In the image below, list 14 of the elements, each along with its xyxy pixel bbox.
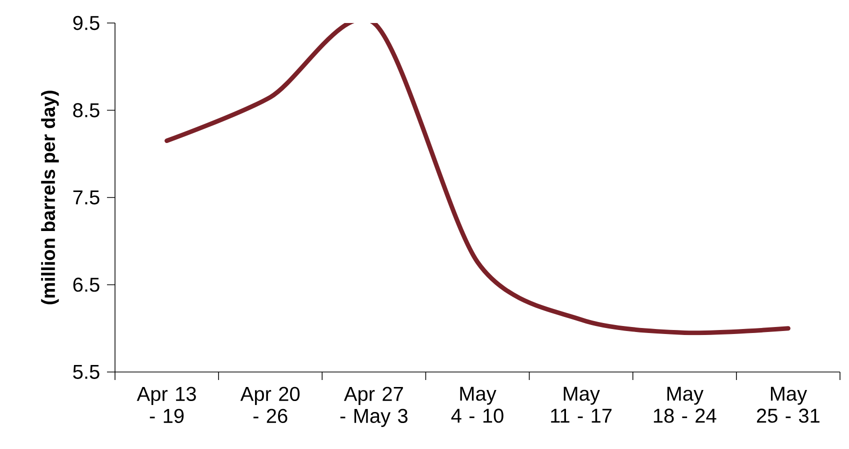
y-tick-label: 5.5 — [73, 365, 100, 379]
x-tick-label: May 18 - 24 — [654, 386, 716, 423]
y-tick-label: 8.5 — [73, 103, 100, 118]
x-tick-label: Apr 20 - 26 — [240, 386, 300, 424]
x-tick-label: May 11 - 17 — [551, 386, 612, 423]
x-tick-label: Apr 27 - May 3 — [340, 386, 408, 427]
x-tick-label: May 4 - 10 — [451, 386, 504, 423]
line-series — [164, 22, 790, 336]
y-tick-label: 9.5 — [73, 16, 100, 30]
y-axis-title: (million barrels per day) — [41, 90, 59, 304]
x-tick-label: May 25 - 31 — [756, 386, 820, 423]
y-tick-label: 7.5 — [73, 190, 100, 204]
x-tick-label: Apr 13 - 19 — [136, 386, 196, 424]
y-tick-label: 6.5 — [73, 278, 100, 292]
